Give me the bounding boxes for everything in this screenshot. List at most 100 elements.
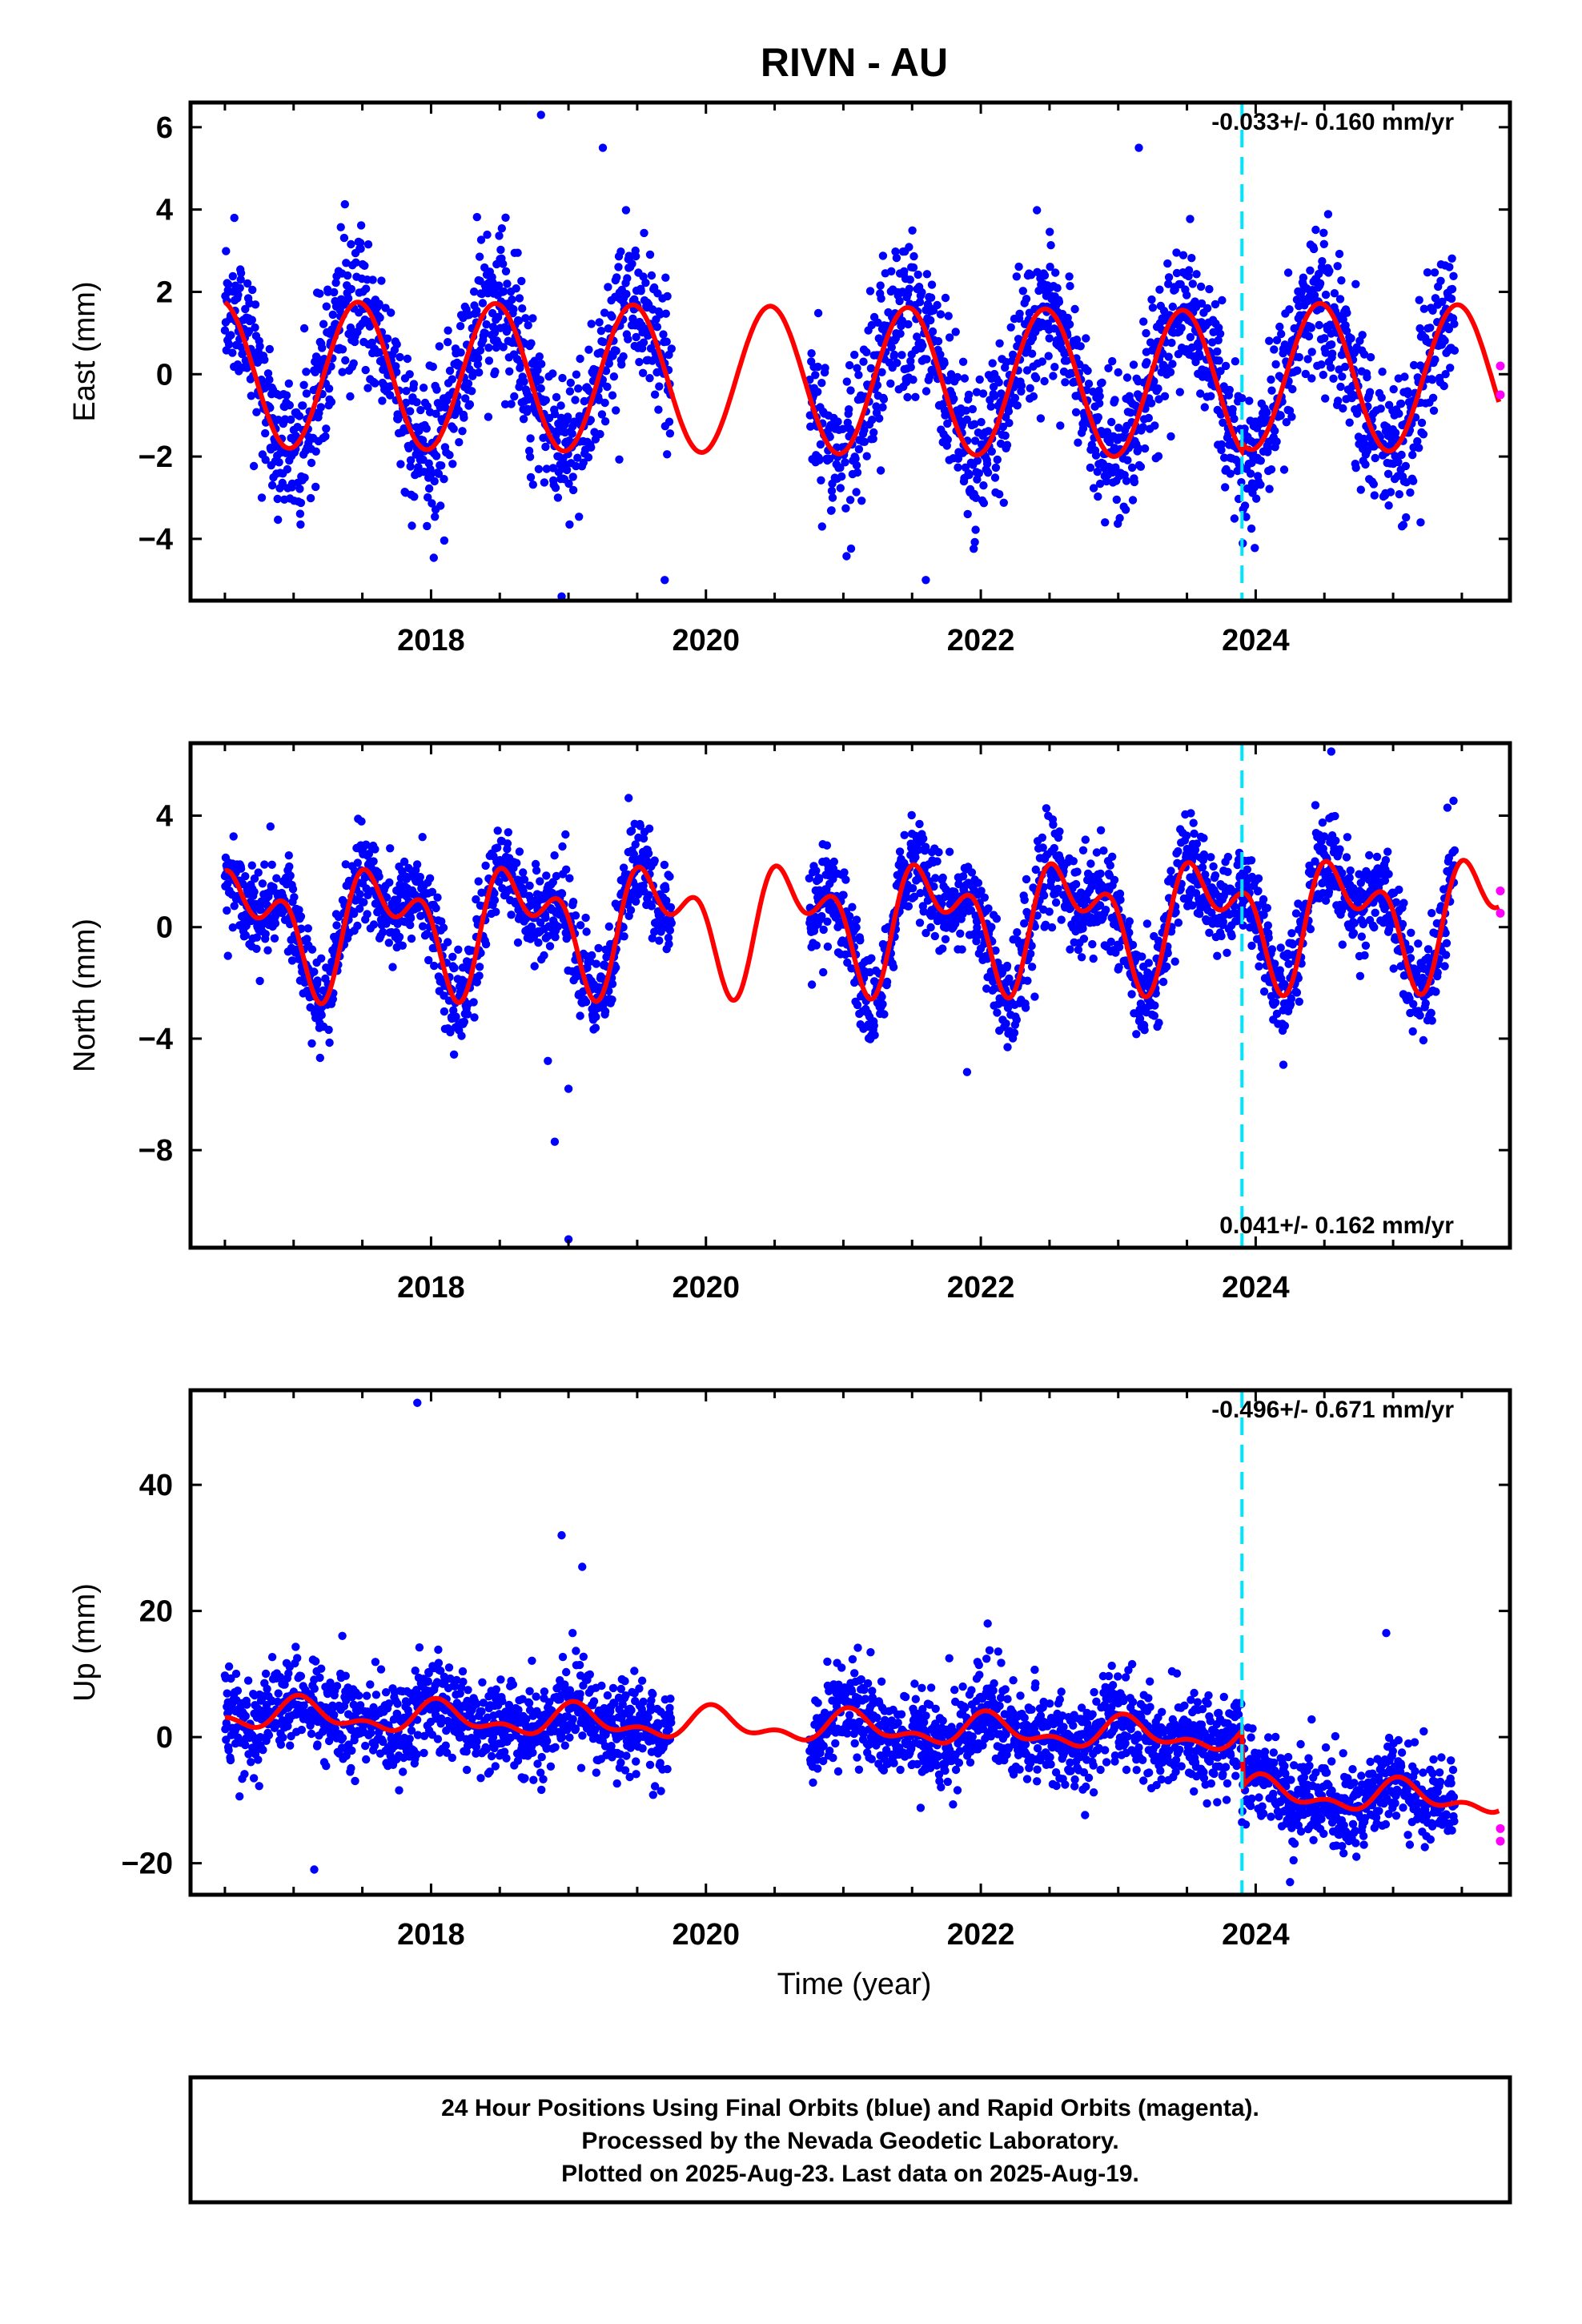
final-orbit-point (423, 930, 432, 939)
final-orbit-point (1409, 476, 1418, 485)
final-orbit-point (1342, 853, 1351, 862)
final-orbit-point (1081, 835, 1090, 844)
final-orbit-point (1140, 444, 1150, 453)
final-orbit-point (1150, 421, 1159, 430)
final-orbit-point (1282, 418, 1291, 427)
final-orbit-point (341, 860, 350, 869)
final-orbit-point (342, 259, 351, 267)
final-orbit-point (575, 513, 584, 521)
final-orbit-point (444, 338, 452, 347)
final-orbit-point (1215, 356, 1223, 365)
final-orbit-point (1108, 852, 1117, 862)
final-orbit-point (357, 817, 366, 826)
final-orbit-point (973, 456, 982, 465)
final-orbit-point (558, 373, 567, 383)
final-orbit-point (1096, 826, 1106, 835)
final-orbit-point (1138, 952, 1146, 961)
final-orbit-point (1377, 393, 1386, 402)
final-orbit-point (1357, 932, 1367, 941)
final-orbit-point (1008, 350, 1018, 360)
final-orbit-point (988, 359, 997, 368)
final-orbit-point (456, 322, 465, 331)
final-orbit-point (481, 939, 491, 949)
final-orbit-point (564, 479, 573, 489)
final-orbit-point (806, 422, 815, 431)
final-orbit-point (355, 904, 364, 913)
final-orbit-point (938, 873, 947, 883)
final-orbit-point (375, 872, 383, 881)
final-orbit-point (906, 363, 915, 372)
final-orbit-point (287, 956, 297, 965)
final-orbit-point (436, 501, 445, 510)
final-orbit-point (591, 1023, 600, 1032)
final-orbit-point (1441, 370, 1450, 379)
final-orbit-point (1154, 452, 1163, 460)
final-orbit-point (1356, 485, 1366, 494)
final-orbit-point (1397, 450, 1406, 460)
final-orbit-point (667, 919, 676, 928)
final-orbit-point (448, 460, 457, 468)
final-orbit-point (1254, 874, 1263, 883)
final-orbit-point (434, 469, 444, 478)
final-orbit-point (1160, 392, 1170, 400)
final-orbit-point (850, 350, 859, 360)
final-orbit-point (1166, 432, 1175, 441)
final-orbit-point (648, 934, 656, 943)
final-orbit-point (1217, 931, 1226, 941)
final-orbit-point (945, 333, 954, 342)
final-orbit-point (1155, 285, 1164, 294)
final-orbit-point (896, 329, 905, 338)
final-orbit-point (435, 342, 444, 351)
final-orbit-point (812, 941, 821, 950)
final-orbit-point (599, 337, 608, 347)
final-orbit-point (1107, 417, 1116, 427)
final-orbit-point (663, 450, 672, 459)
final-orbit-point (965, 470, 974, 480)
final-orbit-point (582, 927, 591, 936)
final-orbit-point (1110, 396, 1119, 404)
final-orbit-point (1006, 323, 1015, 332)
final-orbit-point (360, 261, 369, 270)
final-orbit-point (565, 520, 574, 529)
final-orbit-point (1108, 356, 1117, 366)
final-orbit-point (343, 271, 352, 280)
final-orbit-point (315, 1053, 324, 1063)
final-orbit-point (1336, 382, 1345, 392)
final-orbit-point (317, 1011, 326, 1019)
final-orbit-point (1223, 867, 1232, 877)
final-orbit-point (587, 320, 596, 328)
final-orbit-point (846, 544, 856, 553)
final-orbit-point (1304, 332, 1314, 341)
final-orbit-point (1166, 368, 1175, 376)
x-tick-label: 2022 (947, 624, 1015, 657)
final-orbit-point (1148, 304, 1158, 312)
final-orbit-point (1125, 917, 1134, 926)
final-orbit-point (609, 372, 619, 381)
final-orbit-point (1272, 437, 1281, 446)
final-orbit-point (257, 493, 267, 502)
final-orbit-point (472, 306, 481, 316)
final-orbit-point (913, 332, 921, 341)
final-orbit-point (229, 832, 238, 841)
final-orbit-point (534, 938, 543, 947)
final-orbit-point (926, 372, 934, 381)
final-orbit-point (1010, 393, 1020, 403)
final-orbit-point (897, 351, 906, 360)
final-orbit-point (273, 494, 282, 504)
final-orbit-point (608, 391, 617, 400)
final-orbit-point (449, 424, 458, 433)
final-orbit-point (614, 263, 623, 271)
final-orbit-point (437, 461, 446, 470)
final-orbit-point (1381, 855, 1391, 865)
final-orbit-point (1079, 935, 1089, 943)
final-orbit-point (970, 420, 979, 428)
final-orbit-point (1095, 392, 1104, 400)
final-orbit-point (1189, 818, 1198, 827)
final-orbit-point (371, 379, 379, 388)
final-orbit-point (1335, 249, 1344, 259)
final-orbit-point (1331, 811, 1339, 821)
final-orbit-point (814, 875, 824, 884)
final-orbit-point (507, 911, 516, 919)
final-orbit-point (1142, 358, 1151, 367)
final-orbit-point (1279, 465, 1289, 474)
